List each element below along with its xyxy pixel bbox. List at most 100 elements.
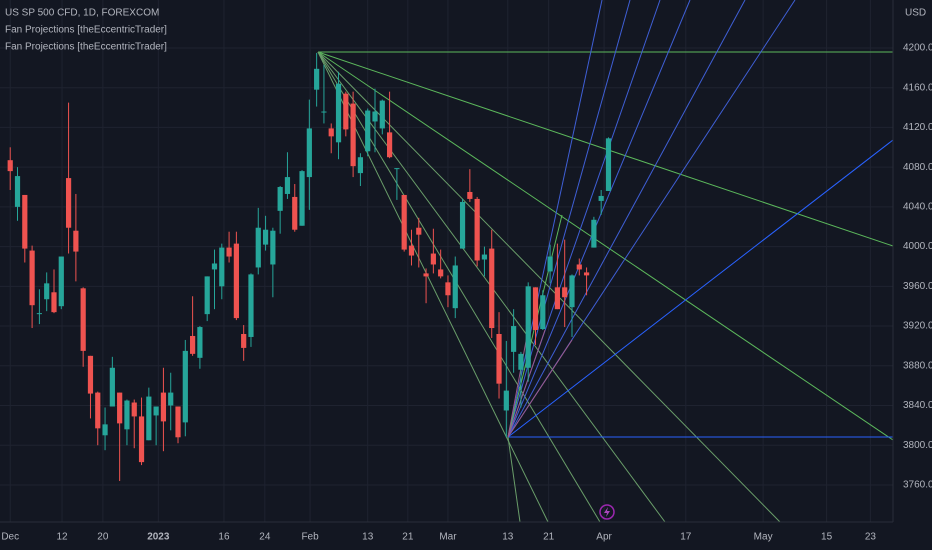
candle-body xyxy=(241,333,247,348)
candle-body xyxy=(408,245,415,256)
fan-line xyxy=(317,51,549,523)
candle-body xyxy=(219,247,225,287)
y-tick-label: 3840.0 xyxy=(903,400,932,411)
candle-body xyxy=(138,416,145,463)
candle-body xyxy=(430,253,436,265)
candle-body xyxy=(598,195,604,201)
candle-body xyxy=(95,392,101,429)
y-tick-label: 4160.0 xyxy=(903,82,932,93)
candle-body xyxy=(211,263,218,270)
event-icon[interactable] xyxy=(599,504,615,520)
x-tick-label: 13 xyxy=(362,532,374,543)
candle-body xyxy=(131,402,137,417)
candle-body xyxy=(416,227,422,235)
candle-body xyxy=(73,230,79,252)
candle-body xyxy=(532,287,539,331)
candle-body xyxy=(146,396,152,441)
candle-body xyxy=(175,406,181,438)
candle-body xyxy=(562,287,568,298)
candle-body xyxy=(511,326,517,352)
candle-body xyxy=(248,274,254,337)
x-tick-label: 21 xyxy=(543,532,555,543)
candle-body xyxy=(14,176,21,207)
candle-body xyxy=(233,243,239,319)
y-tick-label: 4000.0 xyxy=(903,241,932,252)
candle-body xyxy=(540,295,546,330)
candle-body xyxy=(423,273,429,277)
time-axis xyxy=(0,522,932,550)
candle-body xyxy=(467,191,473,199)
candle-body xyxy=(190,335,196,354)
candle-body xyxy=(284,177,291,194)
candle-body xyxy=(36,313,42,315)
candle-body xyxy=(87,355,94,394)
candle-body xyxy=(481,254,488,260)
candle-body xyxy=(117,392,123,424)
candle-body xyxy=(314,68,320,90)
candle-body xyxy=(22,194,28,249)
candle-body xyxy=(29,250,35,306)
x-tick-label: May xyxy=(754,532,773,543)
candle-body xyxy=(51,292,57,313)
x-tick-label: 20 xyxy=(97,532,109,543)
candle-body xyxy=(102,424,108,436)
candles xyxy=(7,52,612,481)
candle-body xyxy=(343,93,349,130)
x-tick-label: Mar xyxy=(439,532,457,543)
candle-body xyxy=(204,276,210,315)
candle-body xyxy=(401,194,407,250)
x-tick-label: Apr xyxy=(596,532,612,543)
candle-body xyxy=(65,178,72,228)
candle-body xyxy=(459,201,466,249)
y-tick-label: 4040.0 xyxy=(903,202,932,213)
candle-body xyxy=(160,392,167,422)
y-tick-label: 3960.0 xyxy=(903,281,932,292)
ticks: 3760.0 3800.0 3840.0 3880.0 3920.0 3960.0 4000… xyxy=(1,43,932,543)
x-tick-label: 13 xyxy=(502,532,514,543)
candle-body xyxy=(554,287,560,310)
candle-body xyxy=(547,256,553,272)
candle-body xyxy=(109,367,115,407)
x-tick-label: 21 xyxy=(402,532,414,543)
x-tick-label: 15 xyxy=(821,532,833,543)
candle-body xyxy=(328,128,334,137)
candle-body xyxy=(270,230,276,265)
y-tick-label: 3800.0 xyxy=(903,440,932,451)
indicator-label: Fan Projections [theEccentricTrader] xyxy=(5,42,167,53)
y-tick-label: 3920.0 xyxy=(903,321,932,332)
x-tick-label: 24 xyxy=(259,532,271,543)
fan-line xyxy=(317,51,601,523)
candle-body xyxy=(605,138,612,191)
y-tick-label: 3880.0 xyxy=(903,360,932,371)
candle-body xyxy=(503,390,509,411)
candle-body xyxy=(335,83,342,143)
candle-body xyxy=(445,282,451,296)
fan-line xyxy=(507,0,691,438)
candle-body xyxy=(7,160,13,172)
candle-body xyxy=(226,247,232,257)
candle-body xyxy=(452,265,458,309)
candle-body xyxy=(182,350,188,423)
x-tick-label: 16 xyxy=(218,532,230,543)
candle-body xyxy=(365,110,371,152)
candle-body xyxy=(277,187,283,211)
candle-body xyxy=(306,128,312,178)
x-tick-label: 23 xyxy=(865,532,877,543)
event-icon-bolt xyxy=(604,507,610,517)
fan-line xyxy=(507,436,521,523)
x-tick-label: 2023 xyxy=(147,532,170,543)
candle-body xyxy=(299,171,305,226)
fan-line xyxy=(507,329,546,438)
candle-body xyxy=(292,196,298,230)
candle-body xyxy=(153,406,159,416)
candle-body xyxy=(394,168,400,170)
candle-body xyxy=(386,132,393,158)
candle-body xyxy=(124,400,130,430)
fan-line xyxy=(507,339,573,438)
x-tick-label: Feb xyxy=(301,532,319,543)
fan-line xyxy=(317,51,781,523)
x-tick-label: 12 xyxy=(56,532,68,543)
fan-line xyxy=(317,51,894,441)
currency-label: USD xyxy=(905,8,926,19)
